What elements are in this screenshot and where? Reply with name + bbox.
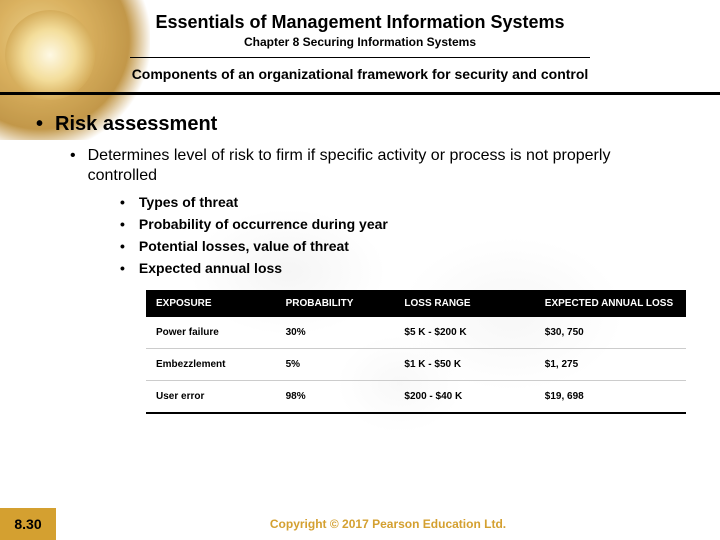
- cell-exposure: User error: [146, 381, 276, 414]
- cell-exposure: Power failure: [146, 317, 276, 349]
- risk-table-wrap: EXPOSURE PROBABILITY LOSS RANGE EXPECTED…: [146, 290, 686, 414]
- col-probability: PROBABILITY: [276, 290, 395, 317]
- bullet-dot: •: [120, 216, 125, 232]
- bullet-l3-text: Potential losses, value of threat: [139, 238, 349, 254]
- bullet-level-2: • Determines level of risk to firm if sp…: [70, 146, 684, 186]
- cell-probability: 30%: [276, 317, 395, 349]
- bullet-l3-text: Types of threat: [139, 194, 238, 210]
- chapter-label: Chapter 8 Securing Information Systems: [0, 35, 720, 49]
- col-loss-range: LOSS RANGE: [394, 290, 534, 317]
- bullet-dot: •: [36, 113, 43, 136]
- slide-number: 8.30: [0, 508, 56, 540]
- cell-loss-range: $1 K - $50 K: [394, 349, 534, 381]
- bullet-level-3: • Probability of occurrence during year: [120, 216, 684, 232]
- table-header-row: EXPOSURE PROBABILITY LOSS RANGE EXPECTED…: [146, 290, 686, 317]
- cell-loss-range: $200 - $40 K: [394, 381, 534, 414]
- col-expected-loss: EXPECTED ANNUAL LOSS: [535, 290, 686, 317]
- bullet-dot: •: [120, 194, 125, 210]
- bullet-level-3: • Expected annual loss: [120, 260, 684, 276]
- book-title: Essentials of Management Information Sys…: [0, 12, 720, 33]
- cell-expected: $19, 698: [535, 381, 686, 414]
- bullet-l2-text: Determines level of risk to firm if spec…: [88, 146, 684, 186]
- table-row: User error 98% $200 - $40 K $19, 698: [146, 381, 686, 414]
- bullet-l3-text: Expected annual loss: [139, 260, 282, 276]
- cell-probability: 5%: [276, 349, 395, 381]
- slide-footer: 8.30 Copyright © 2017 Pearson Education …: [0, 508, 720, 540]
- table-row: Embezzlement 5% $1 K - $50 K $1, 275: [146, 349, 686, 381]
- bullet-level-3: • Types of threat: [120, 194, 684, 210]
- cell-loss-range: $5 K - $200 K: [394, 317, 534, 349]
- section-subtitle: Components of an organizational framewor…: [0, 66, 720, 82]
- cell-expected: $30, 750: [535, 317, 686, 349]
- bullet-level-3: • Potential losses, value of threat: [120, 238, 684, 254]
- bullet-l3-text: Probability of occurrence during year: [139, 216, 388, 232]
- bullet-dot: •: [120, 238, 125, 254]
- cell-probability: 98%: [276, 381, 395, 414]
- bullet-dot: •: [120, 260, 125, 276]
- risk-table: EXPOSURE PROBABILITY LOSS RANGE EXPECTED…: [146, 290, 686, 414]
- copyright-text: Copyright © 2017 Pearson Education Ltd.: [56, 508, 720, 540]
- divider-thin: [130, 57, 590, 58]
- slide-header: Essentials of Management Information Sys…: [0, 0, 720, 95]
- bullet-l1-text: Risk assessment: [55, 113, 217, 136]
- cell-expected: $1, 275: [535, 349, 686, 381]
- bullet-dot: •: [70, 146, 76, 186]
- slide-content: • Risk assessment • Determines level of …: [0, 95, 720, 414]
- col-exposure: EXPOSURE: [146, 290, 276, 317]
- table-row: Power failure 30% $5 K - $200 K $30, 750: [146, 317, 686, 349]
- bullet-level-1: • Risk assessment: [36, 113, 684, 136]
- cell-exposure: Embezzlement: [146, 349, 276, 381]
